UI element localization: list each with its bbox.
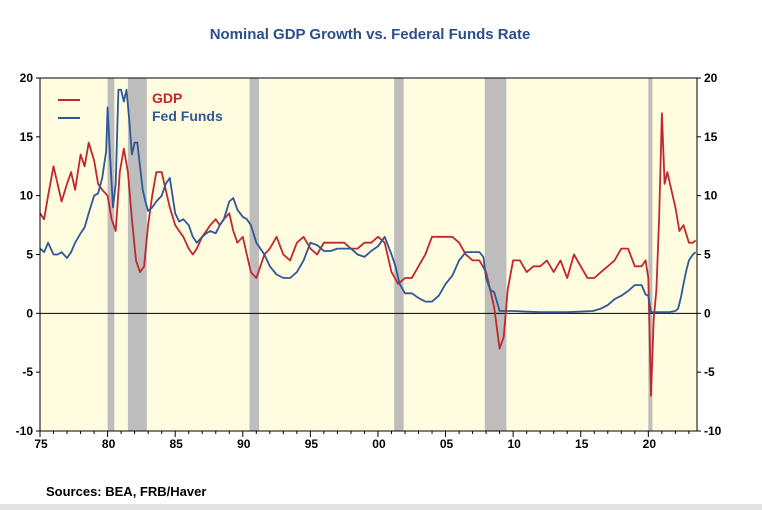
x-tick-label: 15 <box>575 437 589 451</box>
x-tick-label: 90 <box>237 437 251 451</box>
x-tick-label: 05 <box>440 437 454 451</box>
y-tick-label-right: 20 <box>704 71 718 85</box>
series-line-gdp <box>39 112 697 397</box>
y-tick-label-left: -5 <box>22 365 33 379</box>
source-note: Sources: BEA, FRB/Haver <box>46 484 207 499</box>
legend-gdp-label: GDP <box>152 90 182 106</box>
x-tick-label: 95 <box>305 437 319 451</box>
y-tick-label-right: 0 <box>704 306 711 320</box>
recession-shading <box>107 78 653 431</box>
recession-band-2 <box>249 78 259 431</box>
recession-band-5 <box>648 78 653 431</box>
legend: GDP Fed Funds <box>58 90 223 124</box>
x-tick-label: 10 <box>507 437 521 451</box>
recession-band-0 <box>107 78 115 431</box>
y-tick-label-right: 15 <box>704 130 718 144</box>
x-tick-label: 80 <box>102 437 116 451</box>
recession-band-1 <box>127 78 147 431</box>
x-tick-label: 20 <box>643 437 657 451</box>
x-tick-label: 75 <box>34 437 48 451</box>
recession-band-4 <box>484 78 507 431</box>
x-tick-label: 85 <box>170 437 184 451</box>
y-tick-label-right: -5 <box>704 365 715 379</box>
y-tick-label-left: 20 <box>20 71 34 85</box>
y-tick-label-left: 10 <box>20 189 34 203</box>
bottom-divider <box>0 504 762 510</box>
recession-band-3 <box>394 78 404 431</box>
series-line-fed-funds <box>39 88 697 314</box>
legend-fed-funds-label: Fed Funds <box>152 108 223 124</box>
y-tick-label-left: 5 <box>26 248 33 262</box>
chart-title: Nominal GDP Growth vs. Federal Funds Rat… <box>210 26 531 43</box>
y-tick-label-left: 0 <box>26 306 33 320</box>
y-tick-label-right: 5 <box>704 248 711 262</box>
y-tick-label-right: -10 <box>704 424 722 438</box>
y-tick-label-left: 15 <box>20 130 34 144</box>
y-tick-label-right: 10 <box>704 189 718 203</box>
x-tick-label: 00 <box>372 437 386 451</box>
series-lines <box>39 88 697 397</box>
y-tick-label-left: -10 <box>16 424 34 438</box>
